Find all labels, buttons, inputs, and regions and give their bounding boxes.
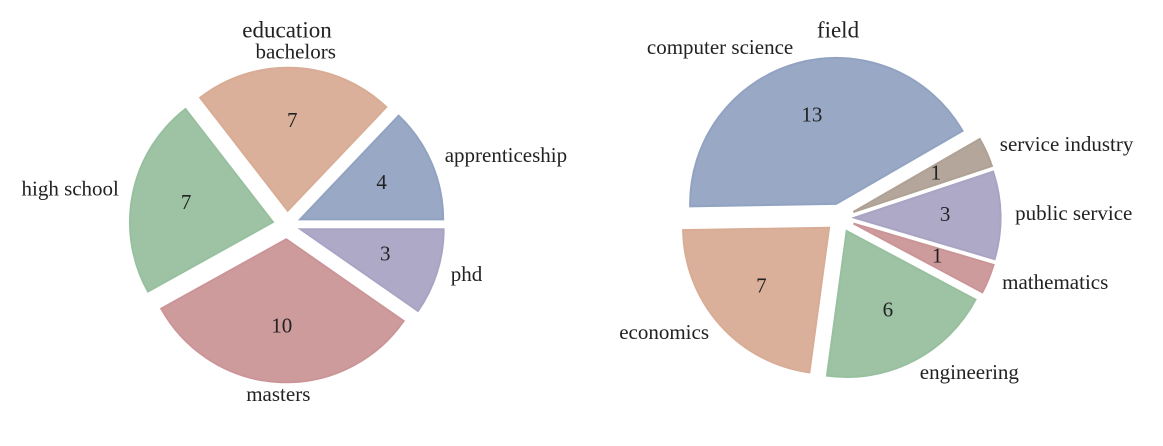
value-label: 3 — [940, 202, 951, 226]
value-label: 7 — [287, 108, 298, 132]
pie-wedge — [689, 57, 964, 208]
pie-wedge — [159, 238, 406, 384]
value-label: 6 — [883, 297, 894, 321]
value-label: 7 — [756, 274, 767, 298]
category-label: service industry — [1000, 132, 1134, 156]
category-label: computer science — [647, 35, 793, 59]
category-label: masters — [246, 382, 310, 406]
value-label: 4 — [376, 170, 387, 194]
value-label: 3 — [380, 242, 391, 266]
value-label: 13 — [801, 103, 822, 127]
pie-wedge — [825, 229, 977, 378]
value-label: 7 — [181, 190, 192, 214]
category-label: phd — [451, 262, 483, 286]
category-label: bachelors — [255, 39, 335, 63]
category-label: high school — [21, 176, 119, 200]
category-label: engineering — [920, 360, 1020, 384]
value-label: 10 — [271, 314, 292, 338]
pie-wedge — [297, 114, 445, 221]
pie-wedge — [297, 228, 445, 313]
pie-wedge — [129, 107, 275, 293]
pie-wedge — [198, 66, 388, 213]
pie-wedge — [682, 226, 831, 374]
pie-wedge — [851, 170, 1002, 261]
chart-title: education — [242, 17, 332, 42]
category-label: apprenticeship — [445, 143, 567, 167]
value-label: 1 — [932, 244, 943, 268]
category-label: mathematics — [1002, 270, 1108, 294]
category-label: public service — [1015, 201, 1132, 225]
value-label: 1 — [931, 161, 942, 185]
pie-wedge — [852, 137, 994, 213]
chart-title: field — [817, 17, 860, 42]
pie-wedge — [853, 222, 995, 294]
category-label: economics — [619, 320, 709, 344]
